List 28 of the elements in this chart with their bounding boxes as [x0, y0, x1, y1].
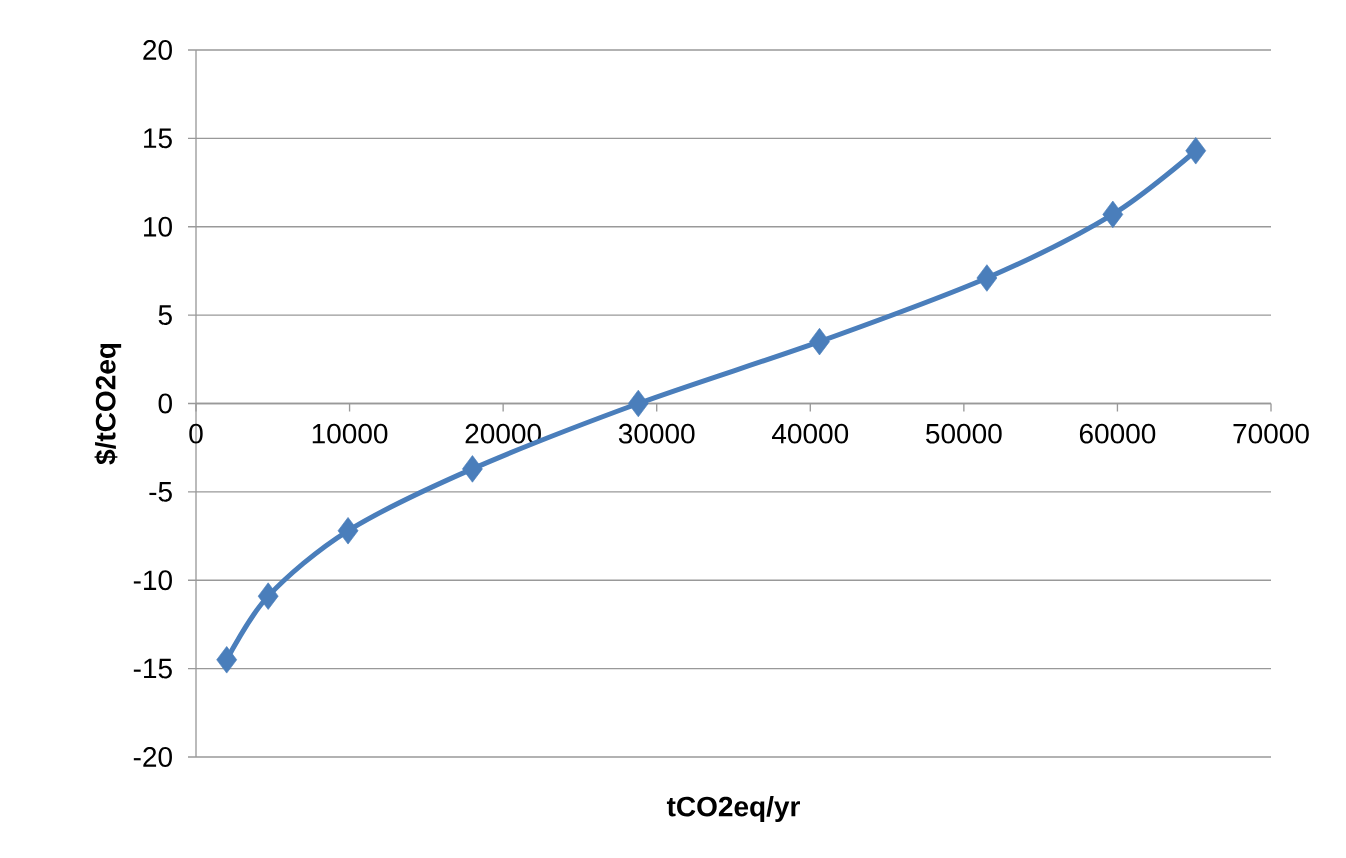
y-tick-label: -10 — [133, 570, 172, 591]
y-tick-label: -20 — [133, 747, 172, 767]
x-tick-label: 40000 — [772, 423, 849, 444]
y-tick-label: 10 — [144, 216, 172, 237]
x-tick-label: 0 — [189, 423, 203, 444]
y-tick-label: 15 — [144, 128, 172, 149]
y-tick-label: 20 — [143, 40, 172, 60]
point — [462, 455, 483, 483]
y-tick-label: 0 — [158, 393, 172, 414]
x-tick-label: 30000 — [618, 423, 695, 444]
x-tick-label: 10000 — [312, 423, 388, 444]
y-axis-title: $/tCO2eq — [94, 343, 122, 465]
x-tick-label: 60000 — [1079, 423, 1156, 444]
x-axis-title: tCO2eq/yr — [666, 795, 800, 823]
x-tick-label: 50000 — [926, 423, 1002, 444]
point — [216, 646, 238, 674]
point — [257, 582, 279, 610]
x-tick-label: 70000 — [1233, 423, 1309, 444]
y-tick-label: 5 — [158, 305, 172, 325]
point — [1102, 200, 1124, 229]
point — [809, 327, 830, 356]
point — [337, 517, 359, 545]
y-tick-label: -5 — [149, 482, 172, 502]
point — [627, 389, 649, 418]
point — [976, 264, 998, 292]
y-tick-label: -15 — [133, 658, 172, 679]
x-tick-label: 20000 — [465, 423, 541, 444]
point — [1185, 137, 1207, 165]
